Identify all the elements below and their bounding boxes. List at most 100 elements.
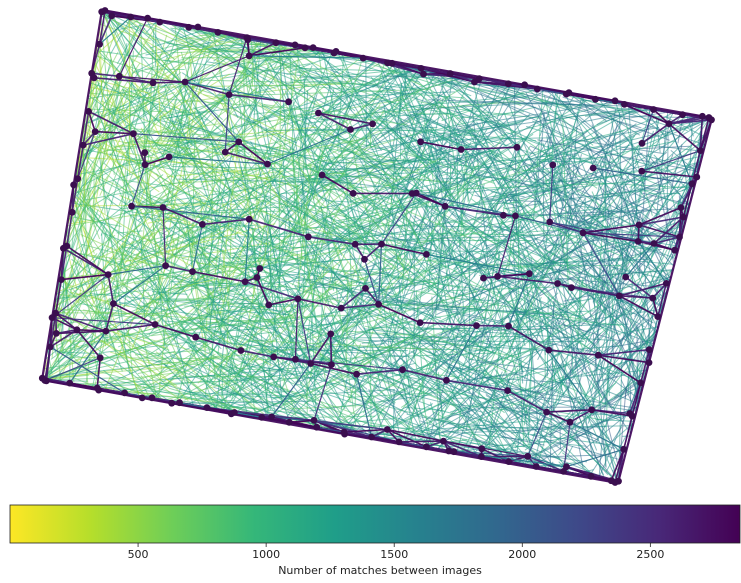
match-edge: [623, 115, 698, 200]
strong-match-edge: [69, 330, 107, 384]
match-edge: [152, 308, 259, 415]
match-edge: [221, 250, 229, 293]
image-node: [587, 472, 595, 480]
match-edge: [549, 272, 570, 344]
match-edge: [509, 93, 576, 203]
strong-match-edge: [256, 277, 270, 306]
match-edge: [454, 263, 544, 298]
strong-match-edge: [638, 206, 682, 226]
image-node: [291, 41, 299, 49]
match-edge: [154, 56, 168, 87]
image-node: [654, 313, 662, 320]
match-edge: [188, 301, 205, 322]
strong-match-edge: [131, 205, 250, 220]
match-edge: [176, 77, 214, 209]
match-edge: [294, 205, 330, 227]
match-edge: [392, 79, 452, 101]
strong-match-edge: [674, 216, 685, 251]
strong-match-edge: [321, 174, 354, 195]
match-edge: [145, 268, 279, 358]
strong-match-edge: [548, 349, 593, 411]
match-edge: [374, 249, 520, 253]
image-node: [66, 379, 74, 387]
strong-match-edge: [548, 349, 599, 356]
strong-match-edge: [206, 407, 315, 421]
strong-match-edge: [318, 112, 373, 125]
match-edge: [191, 262, 205, 350]
match-edge: [547, 155, 604, 257]
image-node: [127, 13, 135, 21]
match-edge: [611, 391, 633, 405]
strong-match-edge: [481, 447, 510, 463]
strong-match-edge: [162, 207, 167, 266]
strong-match-edge: [66, 245, 109, 276]
strong-match-edge: [481, 455, 509, 463]
match-edge: [104, 196, 153, 232]
image-node: [471, 78, 478, 86]
strong-match-edge: [569, 409, 593, 423]
match-edge: [462, 174, 621, 194]
match-edge: [101, 10, 130, 59]
image-node: [568, 284, 575, 291]
match-edge: [282, 88, 417, 220]
match-edge: [314, 244, 412, 384]
match-edge: [449, 162, 452, 211]
match-edge: [281, 152, 292, 245]
image-node: [554, 280, 561, 287]
match-edge: [167, 210, 297, 215]
match-edge: [514, 225, 556, 275]
match-edge: [238, 49, 330, 80]
match-edge: [378, 297, 442, 429]
match-edge: [363, 130, 433, 289]
strong-match-edge: [113, 265, 166, 305]
strong-match-edge: [546, 411, 571, 423]
match-edge: [294, 285, 359, 385]
strong-match-edge: [341, 303, 379, 309]
match-edge: [513, 82, 518, 234]
match-edge: [469, 318, 491, 344]
strong-match-edge: [639, 349, 650, 384]
match-edge: [597, 97, 651, 171]
strong-match-edge: [598, 348, 650, 356]
match-edge: [638, 159, 692, 246]
image-node: [693, 173, 701, 181]
match-edge: [565, 113, 579, 267]
match-edge: [235, 142, 283, 289]
match-edge: [429, 247, 479, 269]
match-edge: [684, 173, 690, 208]
match-edge: [169, 120, 381, 178]
match-edge: [127, 349, 323, 429]
match-edge: [131, 300, 152, 350]
match-edge: [244, 393, 304, 417]
strong-match-edge: [162, 206, 203, 226]
strong-match-edge: [113, 302, 156, 326]
match-edge: [282, 283, 322, 292]
strong-match-edge: [420, 141, 462, 151]
match-edge: [582, 210, 636, 216]
strong-match-edge: [557, 282, 620, 297]
match-edge: [72, 73, 105, 187]
match-edge: [591, 252, 630, 405]
strong-match-edge: [267, 128, 351, 165]
strong-match-edge: [244, 219, 250, 282]
match-edge: [248, 176, 331, 258]
image-node: [512, 212, 519, 220]
image-node: [327, 330, 335, 338]
strong-match-edge: [387, 428, 444, 442]
image-node: [162, 262, 170, 270]
match-edge: [561, 280, 593, 458]
image-node: [141, 149, 149, 157]
match-edge: [628, 268, 659, 330]
match-edge: [94, 54, 215, 95]
match-edge: [121, 204, 175, 289]
image-node: [524, 452, 532, 460]
match-edge: [240, 361, 355, 389]
match-edge: [305, 181, 352, 282]
match-edge: [408, 105, 437, 114]
match-edge: [236, 232, 308, 399]
image-node: [638, 139, 646, 147]
strong-match-edge: [105, 303, 115, 332]
image-node: [388, 59, 396, 67]
match-edge: [369, 305, 372, 429]
match-edge: [490, 191, 525, 198]
